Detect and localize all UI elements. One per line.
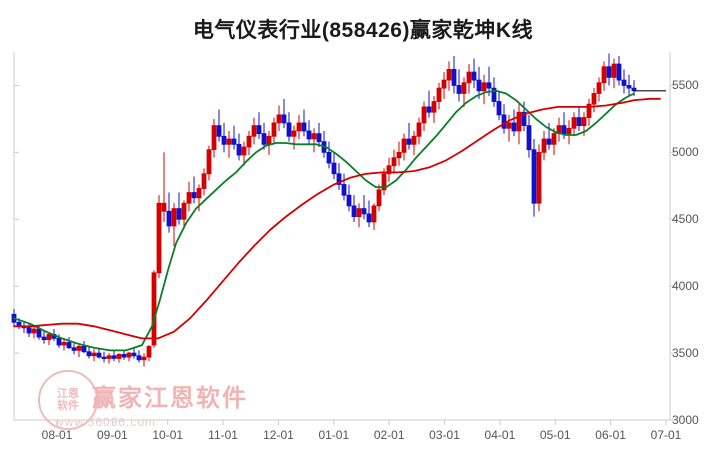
x-tick-label: 01-01 xyxy=(318,428,350,442)
watermark-brand: 赢家江恩软件 xyxy=(92,385,248,412)
x-tick-label: 05-01 xyxy=(539,428,571,442)
watermark-seal-text: 江恩 软件 xyxy=(57,388,79,412)
y-tick-label: 5500 xyxy=(672,78,699,93)
x-tick-label: 11-01 xyxy=(208,428,238,442)
y-tick-label: 3500 xyxy=(672,346,699,361)
watermark-seal-icon: 江恩 软件 xyxy=(38,370,98,430)
x-tick-label: 10-01 xyxy=(152,428,184,442)
x-tick-label: 02-01 xyxy=(373,428,405,442)
x-tick-label: 04-01 xyxy=(484,428,516,442)
y-tick-label: 3000 xyxy=(672,413,699,427)
x-tick-label: 09-01 xyxy=(97,428,128,442)
x-tick-label: 03-01 xyxy=(429,428,460,442)
y-tick-label: 4500 xyxy=(672,212,699,227)
x-tick-label: 08-01 xyxy=(41,428,73,442)
x-tick-label: 07-01 xyxy=(650,428,682,442)
x-tick-label: 06-01 xyxy=(595,428,626,442)
y-tick-label: 4000 xyxy=(672,279,699,294)
page-title: 电气仪表行业(858426)赢家乾坤K线 xyxy=(192,19,534,42)
y-tick-label: 5000 xyxy=(672,145,699,160)
x-tick-label: 12-01 xyxy=(263,428,294,442)
watermark-url: www.36096.com xyxy=(55,415,157,429)
